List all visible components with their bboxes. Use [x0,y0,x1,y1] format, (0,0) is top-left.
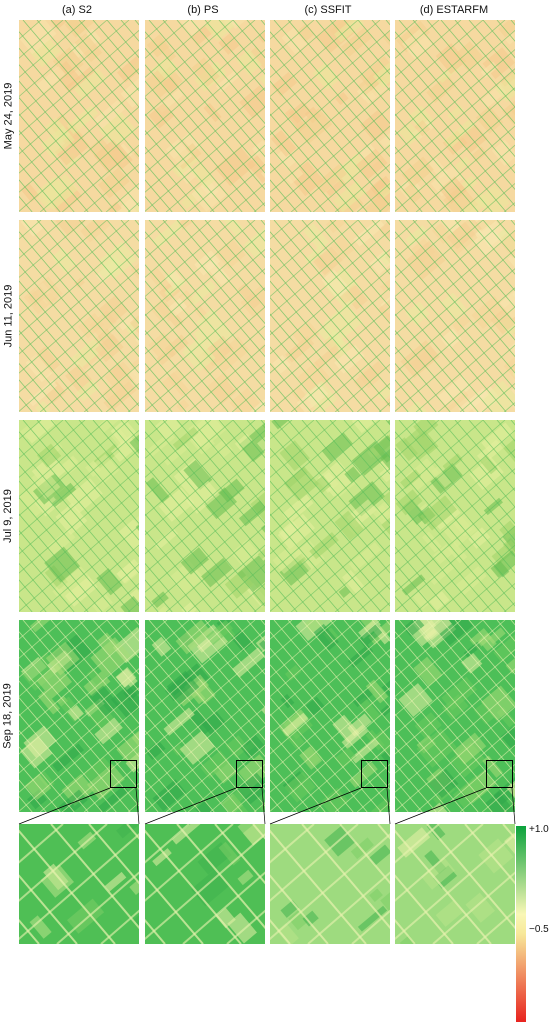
zoom-panel-ps [145,824,265,944]
panel-may24-ssfit [270,20,390,212]
zoom-box-ssfit [361,760,388,788]
panel-jun11-estarfm [395,220,515,412]
panel-may24-ps [145,20,265,212]
row-label-may24: May 24, 2019 [0,20,16,212]
zoom-panel-s2 [19,824,139,944]
panel-jun11-ps [145,220,265,412]
zoom-box-ps [236,760,263,788]
row-label-sep18: Sep 18, 2019 [0,620,16,812]
column-title-s2: (a) S2 [17,4,137,16]
column-title-ps: (b) PS [143,4,263,16]
row-label-jun11: Jun 11, 2019 [0,220,16,412]
colorbar-min-label: −0.5 [529,924,549,935]
panel-jul9-s2 [19,420,139,612]
panel-may24-estarfm [395,20,515,212]
panel-jul9-ssfit [270,420,390,612]
column-title-estarfm: (d) ESTARFM [394,4,514,16]
panel-jun11-s2 [19,220,139,412]
column-title-ssfit: (c) SSFIT [268,4,388,16]
panel-jul9-estarfm [395,420,515,612]
panel-jun11-ssfit [270,220,390,412]
zoom-box-estarfm [486,760,513,788]
colorbar-max-label: +1.0 [529,824,549,835]
zoom-box-s2 [110,760,137,788]
zoom-panel-ssfit [270,824,390,944]
row-label-jul9: Jul 9, 2019 [0,420,16,612]
panel-jul9-ps [145,420,265,612]
colorbar [516,826,526,1022]
panel-may24-s2 [19,20,139,212]
zoom-panel-estarfm [395,824,515,944]
